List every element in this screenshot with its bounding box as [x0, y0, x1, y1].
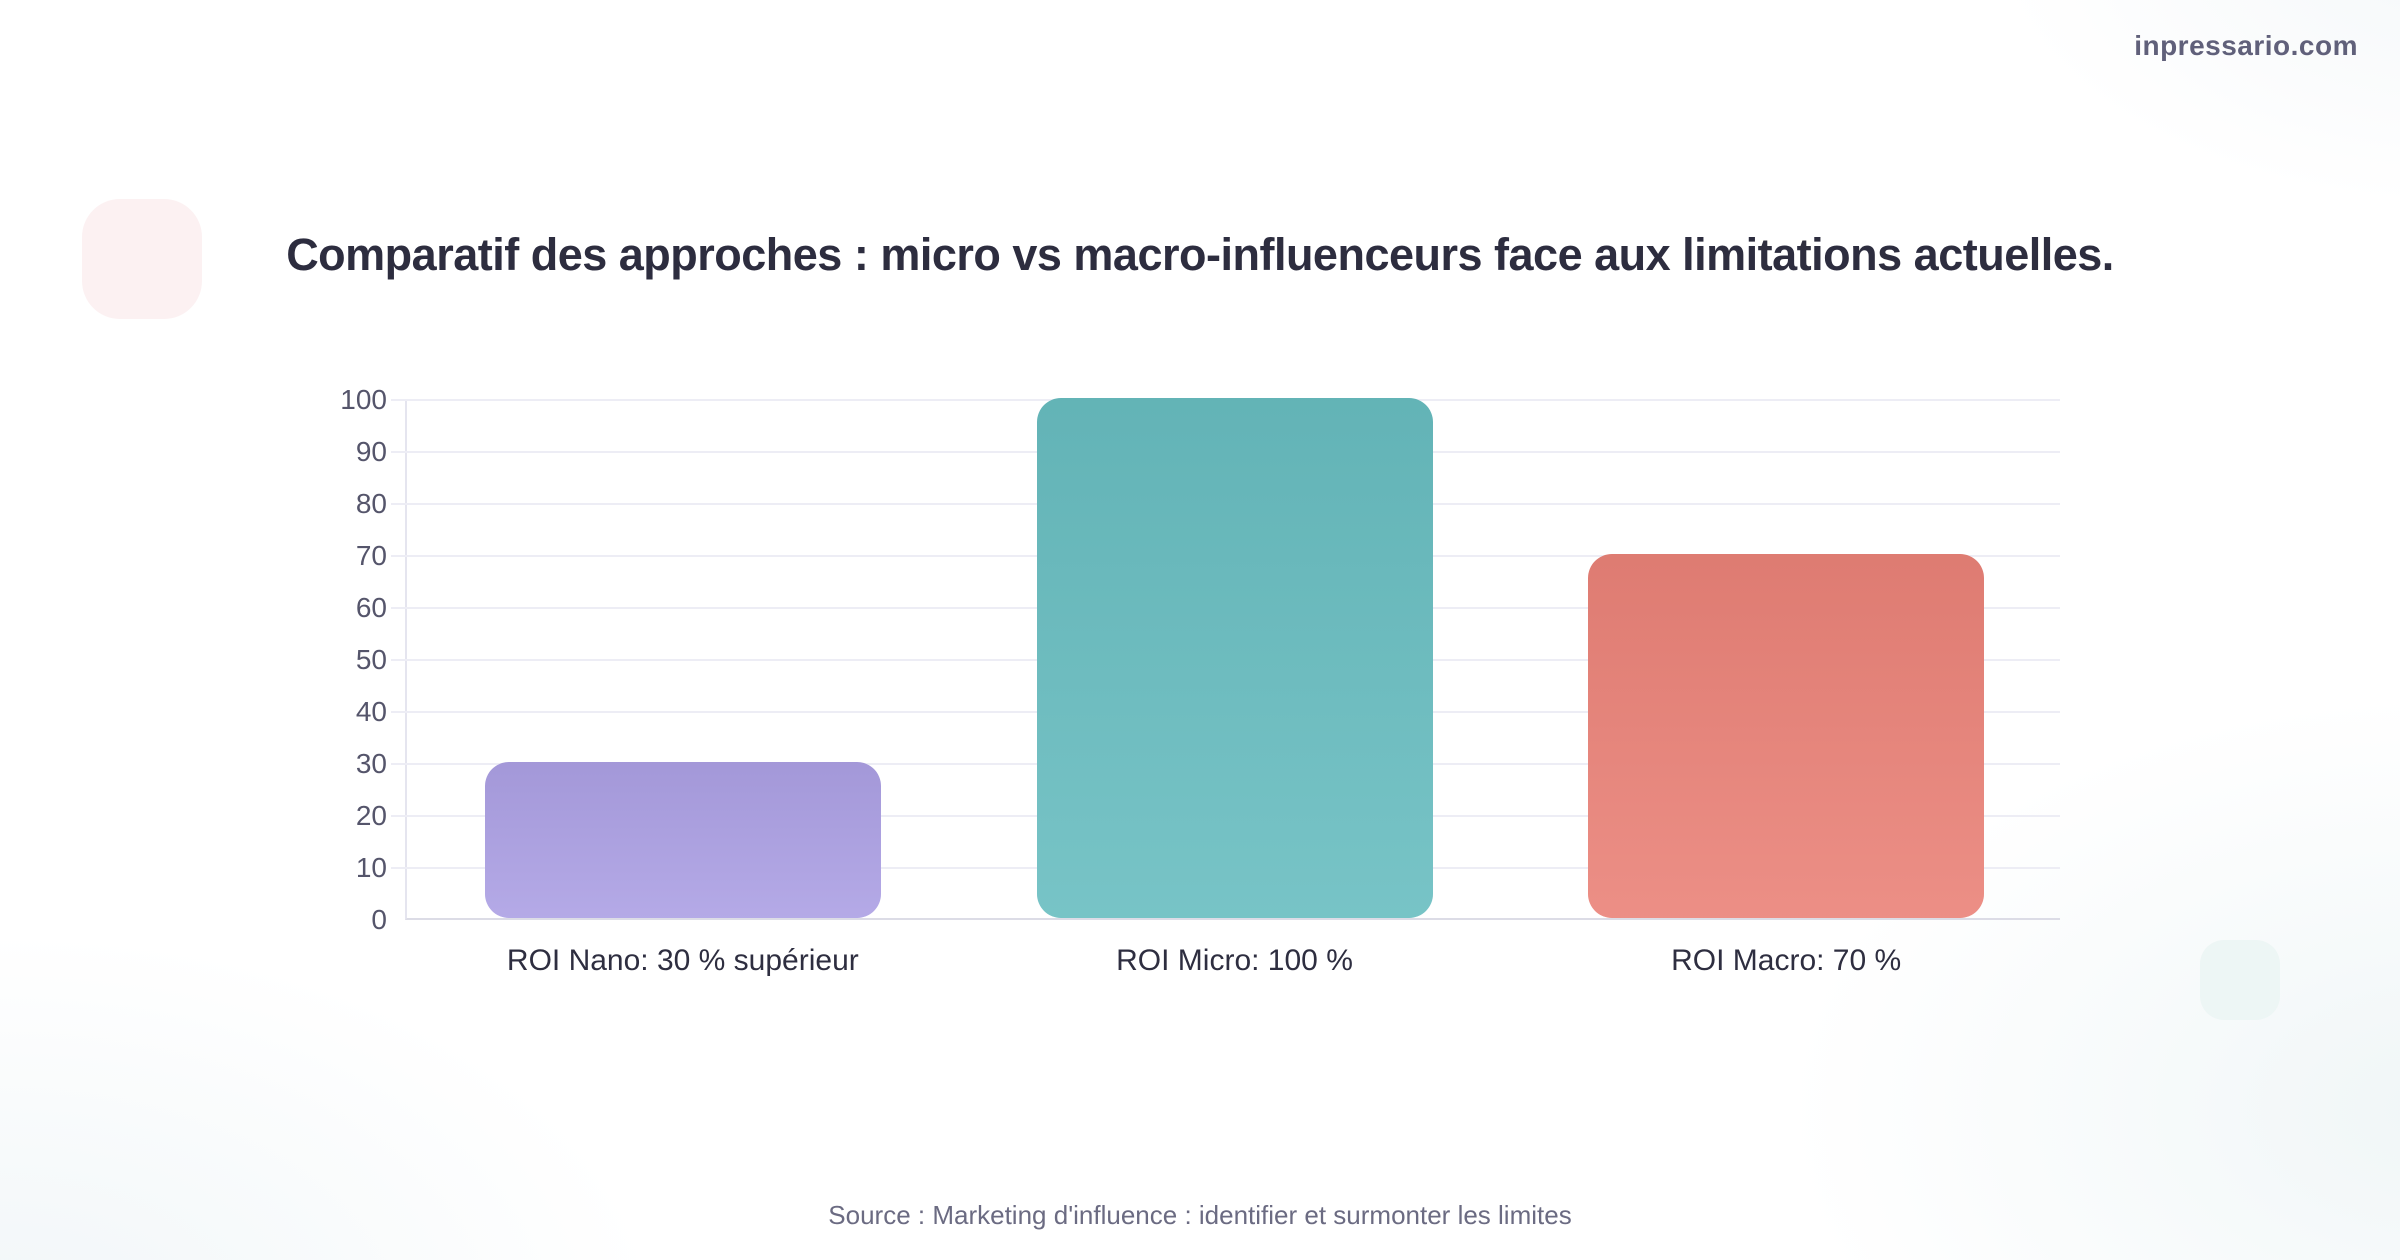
y-axis-tick-label-50: 50 [355, 644, 387, 675]
y-axis-tick-label-0: 0 [371, 904, 387, 935]
y-axis-tick-label-30: 30 [355, 748, 387, 779]
decorative-squircle-top-left [82, 199, 202, 319]
y-axis-tick-label-90: 90 [355, 436, 387, 467]
bar-2 [1036, 398, 1433, 918]
x-axis-category-label-2: ROI Micro: 100 % [1116, 944, 1353, 977]
bar-3 [1588, 554, 1985, 918]
chart-title: Comparatif des approches : micro vs macr… [286, 229, 2114, 280]
y-axis-tick-label-40: 40 [355, 696, 387, 727]
x-axis-category-label-1: ROI Nano: 30 % supérieur [506, 944, 859, 977]
source-caption: Source : Marketing d'influence : identif… [828, 1200, 1572, 1230]
bar-1 [484, 762, 881, 918]
bar-chart-plot-area: 0 10 20 30 40 50 60 70 80 90 100 ROI Nano: 30 % sup… [340, 384, 2060, 977]
y-axis-tick-label-70: 70 [355, 540, 387, 571]
y-axis-tick-label-60: 60 [355, 592, 387, 623]
y-axis-tick-label-100: 100 [340, 384, 387, 415]
y-axis-tick-label-80: 80 [355, 488, 387, 519]
x-axis-category-label-3: ROI Macro: 70 % [1671, 944, 1902, 977]
y-axis-tick-label-20: 20 [355, 800, 387, 831]
y-axis-tick-label-10: 10 [355, 852, 387, 883]
decorative-squircle-bottom-right [2200, 940, 2280, 1020]
watermark-site-name: inpressario.com [2134, 30, 2358, 61]
